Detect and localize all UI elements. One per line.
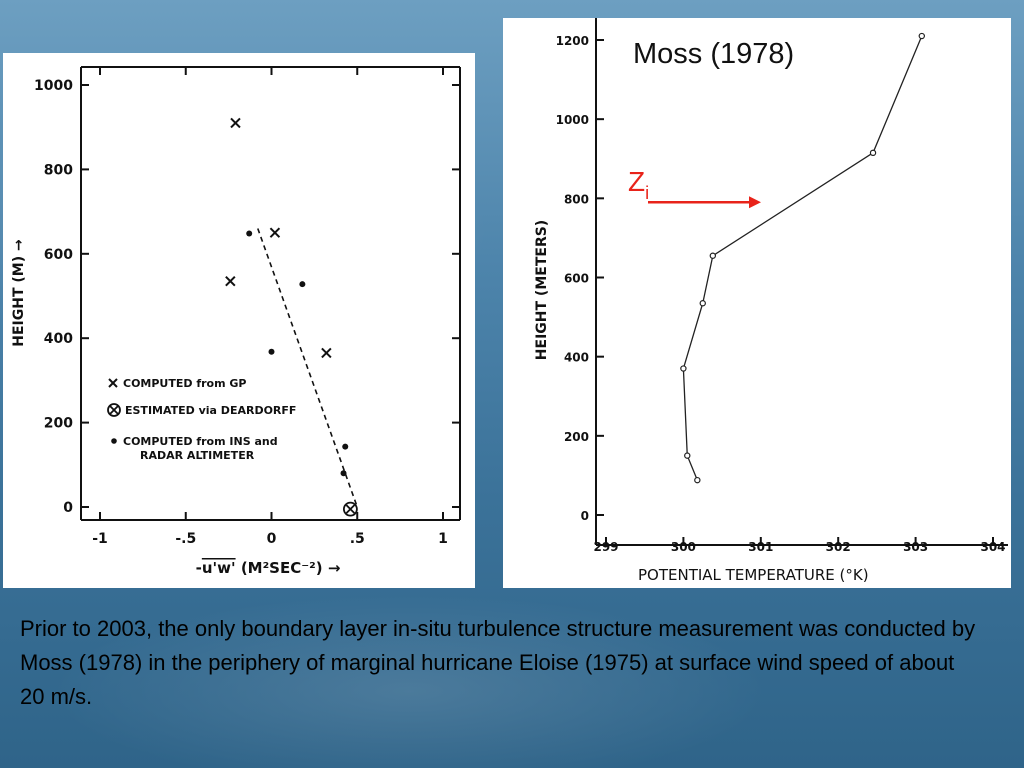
left-x-tick-label: -1 — [92, 531, 108, 547]
x-label-prefix: - — [196, 559, 202, 577]
right-y-tick-label: 200 — [564, 430, 589, 444]
legend-circled-x-marker — [107, 403, 121, 417]
x-stroke — [225, 276, 236, 287]
x-stroke — [345, 504, 356, 514]
legend-x-marker — [108, 378, 118, 388]
left-y-tick-label: 0 — [63, 500, 73, 516]
right-data-marks — [680, 32, 925, 484]
left-x-tick-label: .5 — [350, 531, 365, 547]
x-marker-point — [230, 117, 241, 129]
right-x-tick-label: 300 — [671, 540, 696, 554]
legend-entry-ins: COMPUTED from INS and — [123, 435, 278, 448]
right-x-tick-label: 301 — [748, 540, 773, 554]
fit-line — [257, 228, 359, 508]
slide-caption: Prior to 2003, the only boundary layer i… — [20, 616, 976, 709]
profile-point — [918, 32, 925, 40]
x-label-units: (M²SEC⁻²) — [241, 559, 323, 577]
dot-point — [268, 348, 275, 355]
right-y-tick-label: 1200 — [556, 34, 589, 48]
right-x-tick-label: 302 — [826, 540, 851, 554]
legend-entry-radar: RADAR ALTIMETER — [140, 449, 255, 462]
right-y-tick-label: 1000 — [556, 113, 589, 127]
profile-point — [680, 365, 687, 372]
left-tick-group: 0 200 400 600 800 1000 -1 -.5 0 .5 1 — [34, 67, 460, 547]
left-data-marks — [225, 117, 359, 517]
x-stroke — [269, 227, 281, 238]
right-x-tick-label: 299 — [593, 540, 618, 554]
x-marker-point — [321, 347, 332, 359]
left-y-tick-label: 400 — [44, 331, 73, 347]
right-tick-group: 0 200 400 600 800 1000 1200 299 300 301 302 303 304 — [556, 34, 1006, 554]
circled-x-point — [342, 501, 358, 517]
right-axes-frame — [595, 18, 1008, 546]
left-y-axis-label: HEIGHT (M) → — [11, 239, 27, 347]
right-x-tick-label: 303 — [903, 540, 928, 554]
left-y-tick-label: 800 — [44, 162, 73, 178]
left-y-tick-label: 600 — [44, 247, 73, 263]
x-marker-point — [225, 276, 236, 287]
legend-entry-deardorff: ESTIMATED via DEARDORFF — [125, 404, 296, 417]
right-y-axis-label: HEIGHT (METERS) — [534, 220, 550, 360]
legend-entry-gp: COMPUTED from GP — [123, 377, 247, 390]
left-x-tick-label: -.5 — [175, 531, 196, 547]
zi-arrow-head — [749, 196, 761, 209]
left-x-axis-label: -u'w' (M²SEC⁻²) → — [196, 559, 341, 577]
right-chart-title: Moss (1978) — [633, 38, 794, 70]
profile-point — [694, 476, 701, 484]
left-x-tick-label: 1 — [438, 531, 448, 547]
dot-point — [246, 230, 253, 237]
circled-x-ring — [342, 501, 358, 517]
x-stroke — [321, 347, 332, 359]
x-stroke — [230, 117, 241, 129]
profile-point — [709, 252, 717, 259]
left-chart-panel: 0 200 400 600 800 1000 -1 -.5 0.5 1 HEIGHT (M) → … — [3, 53, 475, 588]
profile-point — [684, 452, 691, 459]
right-y-tick-label: 0 — [581, 509, 589, 523]
x-label-overlined: u'w' — [202, 559, 236, 577]
temperature-profile-line — [682, 35, 923, 481]
left-x-tick-label: 0 — [267, 531, 277, 547]
zi-annotation: Zi — [628, 166, 761, 209]
right-x-axis-label: POTENTIAL TEMPERATURE (°K) — [638, 566, 869, 584]
profile-point — [699, 300, 706, 307]
legend-dot-marker — [111, 438, 117, 444]
dot-point — [340, 470, 347, 477]
left-y-tick-label: 200 — [44, 416, 73, 432]
left-legend: COMPUTED from GP ESTIMATED via DEARDORFF… — [107, 377, 296, 462]
left-y-tick-label: 1000 — [34, 78, 73, 94]
zi-label: Zi — [628, 166, 649, 203]
right-x-tick-label: 304 — [980, 540, 1005, 554]
x-label-arrow: → — [328, 559, 341, 577]
right-y-tick-label: 400 — [564, 351, 589, 365]
right-chart-panel: 0 200 400 600 800 1000 1200 299 300 301 302 303 304 … — [503, 18, 1011, 588]
dot-point — [299, 281, 306, 288]
dot-point — [342, 443, 349, 450]
right-y-tick-label: 600 — [564, 272, 589, 286]
profile-point — [869, 149, 877, 157]
left-axes-frame — [80, 66, 461, 521]
right-y-tick-label: 800 — [564, 192, 589, 206]
x-marker-point — [269, 227, 281, 238]
